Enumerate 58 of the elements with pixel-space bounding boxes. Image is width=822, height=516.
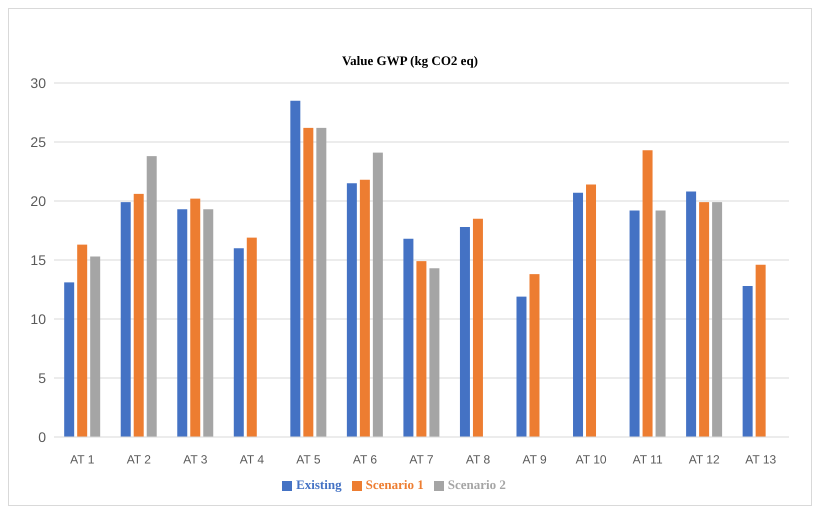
bar: [460, 226, 470, 437]
y-tick-label: 25: [30, 134, 46, 150]
bar: [642, 150, 653, 437]
bar: [472, 218, 483, 437]
y-tick-label: 20: [30, 192, 46, 209]
bar: [686, 192, 696, 437]
x-tick-label: AT 3: [183, 452, 208, 467]
x-tick-label: AT 13: [745, 452, 777, 467]
bar: [656, 210, 666, 437]
legend-label: Scenario 1: [366, 477, 424, 492]
bar: [416, 261, 426, 437]
bar: [429, 268, 440, 437]
bar: [77, 244, 88, 437]
bar: [177, 209, 188, 437]
legend-label: Existing: [296, 477, 342, 492]
bar: [573, 192, 584, 437]
bar: [756, 264, 766, 437]
bar: [134, 194, 144, 437]
bar: [146, 156, 157, 437]
bar: [120, 202, 131, 437]
bar: [586, 184, 596, 437]
bar: [529, 274, 540, 437]
bar: [516, 296, 526, 437]
legend-label: Scenario 2: [448, 477, 506, 492]
y-tick-label: 0: [38, 428, 46, 445]
x-tick-label: AT 7: [409, 452, 434, 467]
bar: [630, 210, 640, 437]
bar: [234, 248, 244, 437]
bar: [360, 180, 370, 437]
x-tick-label: AT 10: [576, 452, 607, 467]
x-tick-label: AT 2: [126, 452, 152, 467]
bar: [372, 152, 383, 437]
chart-title: Value GWP (kg CO2 eq): [340, 53, 480, 70]
y-tick-label: 15: [30, 252, 46, 268]
bar: [403, 238, 414, 437]
bar: [290, 100, 300, 437]
bar: [190, 198, 200, 437]
bar: [699, 202, 710, 437]
x-tick-label: AT 11: [632, 452, 663, 467]
y-tick-label: 5: [38, 370, 46, 386]
bar: [90, 256, 100, 437]
y-tick-label: 10: [30, 310, 46, 327]
bar: [346, 183, 357, 437]
bar: [742, 286, 753, 437]
x-tick-label: AT 12: [688, 452, 720, 467]
bar: [316, 128, 326, 437]
bar: [246, 238, 257, 437]
y-tick-label: 30: [30, 74, 46, 91]
x-tick-label: AT 5: [296, 452, 321, 467]
x-tick-label: AT 8: [466, 452, 490, 467]
bar: [203, 209, 214, 437]
x-tick-label: AT 1: [70, 452, 95, 467]
bar: [303, 128, 314, 437]
bar: [712, 202, 722, 437]
x-tick-label: AT 6: [352, 452, 378, 467]
bar: [64, 282, 74, 437]
x-tick-label: AT 4: [240, 452, 264, 467]
x-tick-label: AT 9: [522, 452, 548, 467]
